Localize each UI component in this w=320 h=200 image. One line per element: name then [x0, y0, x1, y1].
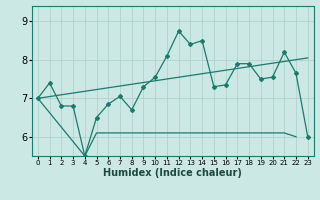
X-axis label: Humidex (Indice chaleur): Humidex (Indice chaleur): [103, 168, 242, 178]
